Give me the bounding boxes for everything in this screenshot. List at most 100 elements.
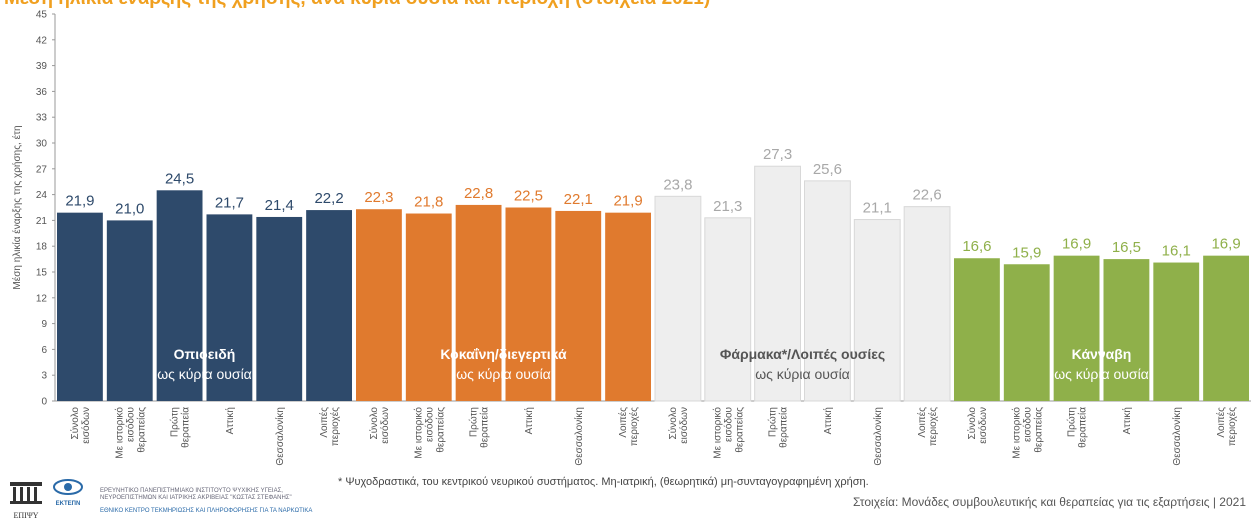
bar-value-label: 21,1: [863, 200, 892, 217]
bar: [355, 209, 402, 401]
x-tick-label: Λοιπές: [916, 407, 928, 438]
x-tick-label: θεραπείας: [434, 407, 446, 453]
bar-value-label: 22,3: [364, 189, 393, 206]
x-tick-label: Αττική: [1121, 407, 1133, 434]
x-tick-label: εισόδου: [1021, 407, 1033, 442]
bar: [654, 195, 702, 402]
bar-value-label: 16,9: [1062, 236, 1091, 253]
bar: [1203, 255, 1250, 401]
y-axis-label: Μέση ηλικία έναρξης της χρήσης, έτη: [11, 125, 23, 289]
y-tick-label: 9: [41, 319, 47, 330]
x-tick-label: εισόδων: [678, 407, 690, 444]
x-tick-label: Θεσσαλονίκη: [1171, 407, 1183, 466]
group-subtitle-label: ως κύρια ουσία: [157, 366, 252, 382]
bar-value-label: 21,3: [713, 198, 742, 215]
group-subtitle-label: ως κύρια ουσία: [456, 366, 551, 382]
y-tick-label: 0: [41, 397, 47, 408]
bar-value-label: 16,1: [1162, 243, 1191, 260]
bar: [505, 207, 552, 401]
epipsy-logo: ΕΠΙΨΥ: [6, 478, 46, 520]
x-tick-label: Σύνολο: [368, 407, 380, 440]
bar: [704, 217, 752, 402]
x-tick-label: θεραπεία: [1077, 407, 1089, 448]
bar: [555, 210, 602, 401]
x-tick-label: περιοχές: [628, 407, 640, 446]
bar-value-label: 24,5: [165, 170, 194, 187]
x-tick-label: θεραπείας: [1032, 407, 1044, 453]
bar: [56, 212, 103, 401]
source-note: Στοιχεία: Μονάδες συμβουλευτικής και θερ…: [852, 495, 1246, 509]
group-subtitle-label: ως κύρια ουσία: [1054, 366, 1149, 382]
group-name-label: Κάνναβη: [1072, 346, 1132, 362]
bar-value-label: 22,5: [514, 188, 543, 205]
bar: [1003, 264, 1050, 401]
x-tick-label: Λοιπές: [1215, 407, 1227, 438]
bar-value-label: 21,4: [265, 197, 294, 214]
bar: [1103, 259, 1150, 401]
bar-value-label: 22,2: [314, 190, 343, 207]
bar-value-label: 22,1: [564, 191, 593, 208]
bar-value-label: 25,6: [813, 161, 842, 178]
x-tick-label: περιοχές: [1226, 407, 1238, 446]
temple-icon: [10, 482, 42, 504]
footnote: * Ψυχοδραστικά, του κεντρικού νευρικού σ…: [338, 476, 869, 488]
x-tick-label: Λοιπές: [617, 407, 629, 438]
institute-name-line1: ΕΡΕΥΝΗΤΙΚΟ ΠΑΝΕΠΙΣΤΗΜΙΑΚΟ ΙΝΣΤΙΤΟΥΤΟ ΨΥΧ…: [100, 488, 283, 494]
group-name-label: Κοκαΐνη/διεγερτικά: [440, 346, 567, 362]
y-tick-label: 3: [41, 371, 47, 382]
x-tick-label: Με ιστορικό: [1010, 407, 1022, 459]
bar: [306, 210, 353, 401]
y-tick-label: 39: [36, 61, 48, 72]
bar-value-label: 21,9: [613, 193, 642, 210]
y-tick-label: 42: [36, 35, 48, 46]
x-tick-label: Πρώτη: [767, 407, 779, 437]
x-tick-label: Θεσσαλονίκη: [274, 407, 286, 466]
bar-value-label: 22,8: [464, 185, 493, 202]
bar-value-label: 21,0: [115, 200, 144, 217]
center-name: ΕΘΝΙΚΟ ΚΕΝΤΡΟ ΤΕΚΜΗΡΙΩΣΗΣ ΚΑΙ ΠΛΗΡΟΦΟΡΗΣ…: [100, 508, 313, 514]
x-tick-label: εισόδου: [124, 407, 136, 442]
y-tick-label: 15: [36, 268, 48, 279]
institute-name-line2: ΝΕΥΡΟΕΠΙΣΤΗΜΩΝ ΚΑΙ ΙΑΤΡΙΚΗΣ ΑΚΡΙΒΕΙΑΣ "Κ…: [100, 495, 292, 501]
bar: [156, 190, 203, 401]
group-subtitle-label: ως κύρια ουσία: [755, 366, 850, 382]
y-tick-label: 21: [36, 216, 48, 227]
eye-icon: [53, 479, 83, 495]
x-tick-label: Με ιστορικό: [412, 407, 424, 459]
x-tick-label: θεραπεία: [778, 407, 790, 448]
x-tick-label: Θεσσαλονίκη: [872, 407, 884, 466]
y-tick-label: 12: [36, 293, 48, 304]
x-tick-label: εισόδων: [977, 407, 989, 444]
y-tick-label: 45: [36, 10, 48, 21]
x-tick-label: Με ιστορικό: [113, 407, 125, 459]
y-tick-label: 36: [36, 87, 48, 98]
bar-value-label: 16,9: [1211, 236, 1240, 253]
bar-value-label: 16,6: [962, 238, 991, 255]
x-tick-label: Αττική: [224, 407, 236, 434]
y-tick-label: 27: [36, 164, 48, 175]
y-tick-label: 24: [36, 190, 48, 201]
x-tick-label: εισόδου: [722, 407, 734, 442]
x-tick-label: Αττική: [822, 407, 834, 434]
y-tick-label: 33: [36, 113, 48, 124]
x-tick-label: περιοχές: [329, 407, 341, 446]
x-tick-label: θεραπείας: [733, 407, 745, 453]
chart-title: Μέση ηλικία έναρξης της χρήσης, ανά κύρι…: [4, 0, 1254, 10]
group-name-label: Οπιοειδή: [174, 346, 236, 362]
x-tick-label: εισόδων: [379, 407, 391, 444]
x-tick-label: εισόδου: [423, 407, 435, 442]
bar: [903, 206, 951, 402]
x-tick-label: θεραπείας: [135, 407, 147, 453]
bar: [853, 219, 901, 402]
x-tick-label: Πρώτη: [1066, 407, 1078, 437]
y-tick-label: 30: [36, 139, 48, 150]
bar-value-label: 21,9: [65, 193, 94, 210]
y-tick-label: 18: [36, 242, 48, 253]
group-name-label: Φάρμακα*/Λοιπές ουσίες: [720, 346, 885, 362]
x-tick-label: εισόδων: [80, 407, 92, 444]
x-tick-label: Σύνολο: [667, 407, 679, 440]
bar-value-label: 27,3: [763, 146, 792, 163]
x-tick-label: Σύνολο: [69, 407, 81, 440]
x-tick-label: Με ιστορικό: [711, 407, 723, 459]
x-tick-label: Πρώτη: [169, 407, 181, 437]
